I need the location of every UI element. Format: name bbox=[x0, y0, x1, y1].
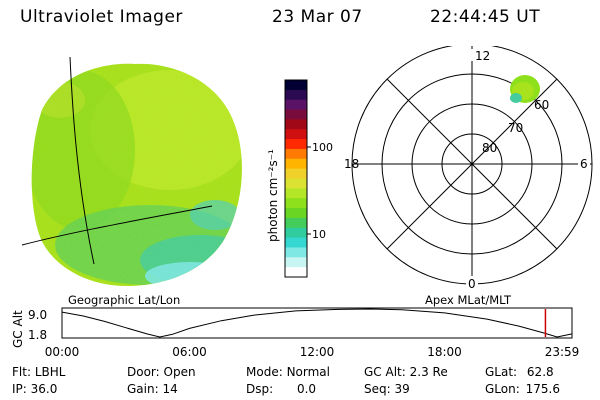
filter-value: LBHL bbox=[34, 365, 66, 379]
colorbar-cell bbox=[285, 198, 307, 209]
gain-value: 14 bbox=[162, 382, 178, 396]
colorbar-cell bbox=[285, 139, 307, 150]
mlt-label-0: 0 bbox=[468, 277, 476, 290]
colorbar-cell bbox=[285, 80, 307, 91]
colorbar-cell bbox=[285, 227, 307, 239]
lat-label-70: 70 bbox=[508, 121, 523, 135]
colorbar-cell bbox=[285, 237, 307, 248]
ip-label: IP: bbox=[12, 382, 27, 396]
lat-label-60: 60 bbox=[534, 98, 549, 112]
aurora-emission-patch bbox=[510, 75, 540, 103]
geographic-label: Geographic Lat/Lon bbox=[68, 293, 181, 307]
colorbar-cell bbox=[285, 109, 307, 120]
colorbar-cell bbox=[285, 148, 307, 160]
mlt-label-18: 18 bbox=[344, 157, 359, 171]
glat-value: 62.8 bbox=[526, 365, 554, 379]
gc-alt-value: 2.3 Re bbox=[409, 365, 448, 379]
filter-label: Flt: bbox=[12, 365, 31, 379]
mlt-label-6: 6 bbox=[580, 157, 588, 171]
uv-image-geographic bbox=[21, 56, 242, 287]
colorbar-unit-label: photon cm⁻²s⁻¹ bbox=[266, 149, 280, 242]
colorbar-tick-10: 10 bbox=[312, 228, 326, 241]
colorbar: 100 10 photon cm⁻²s⁻¹ bbox=[266, 79, 333, 278]
seq-label: Seq: bbox=[364, 382, 391, 396]
image-time: 22:44:45 UT bbox=[430, 7, 541, 27]
ip-value: 36.0 bbox=[30, 382, 58, 396]
gain-label: Gain: bbox=[127, 382, 159, 396]
dsp-value: 0.0 bbox=[296, 382, 317, 396]
apex-label: Apex MLat/MLT bbox=[425, 293, 512, 307]
glon-label: GLon: bbox=[485, 382, 520, 396]
colorbar-cell bbox=[285, 188, 307, 199]
colorbar-cell bbox=[285, 158, 307, 170]
door-label: Door: bbox=[127, 365, 160, 379]
mlt-label-12: 12 bbox=[475, 49, 490, 63]
colorbar-cell bbox=[285, 168, 307, 179]
mode-value: Normal bbox=[286, 365, 330, 379]
altitude-xtick: 06:00 bbox=[172, 345, 207, 359]
colorbar-cell bbox=[285, 247, 307, 258]
altitude-plot: GC Alt 9.0 1.8 00:00 06:00 12:00 18:00 23:59 bbox=[11, 307, 580, 359]
gc-alt-label: GC Alt: bbox=[364, 365, 406, 379]
glat-label: GLat: bbox=[485, 365, 518, 379]
image-date: 23 Mar 07 bbox=[272, 7, 363, 27]
instrument-title: Ultraviolet Imager bbox=[20, 7, 183, 27]
seq-value: 39 bbox=[394, 382, 410, 396]
colorbar-cell bbox=[285, 217, 307, 229]
colorbar-cell bbox=[285, 129, 307, 140]
altitude-curve bbox=[61, 308, 573, 338]
colorbar-tick-100: 100 bbox=[312, 141, 333, 154]
altitude-xtick: 00:00 bbox=[45, 345, 80, 359]
mode-label: Mode: bbox=[246, 365, 283, 379]
altitude-xtick: 12:00 bbox=[300, 345, 335, 359]
colorbar-cell bbox=[285, 99, 307, 111]
altitude-ytick-high: 9.0 bbox=[28, 308, 47, 322]
altitude-ytick-low: 1.8 bbox=[28, 328, 47, 342]
colorbar-cell bbox=[285, 267, 307, 278]
door-value: Open bbox=[163, 365, 196, 379]
polar-grid: 12 6 0 18 80 70 60 bbox=[344, 46, 593, 290]
dsp-label: Dsp: bbox=[246, 382, 274, 396]
longitude-line bbox=[69, 56, 95, 265]
lat-label-80: 80 bbox=[482, 141, 497, 155]
colorbar-cell bbox=[285, 119, 307, 130]
colorbar-cell bbox=[285, 178, 307, 189]
altitude-xtick: 18:00 bbox=[427, 345, 462, 359]
altitude-xtick: 23:59 bbox=[545, 345, 580, 359]
colorbar-cell bbox=[285, 89, 307, 101]
colorbar-cell bbox=[285, 208, 307, 219]
latitude-line bbox=[21, 205, 213, 246]
colorbar-cell bbox=[285, 257, 307, 268]
glon-value: 175.6 bbox=[525, 382, 560, 396]
altitude-ylabel: GC Alt bbox=[11, 310, 25, 348]
